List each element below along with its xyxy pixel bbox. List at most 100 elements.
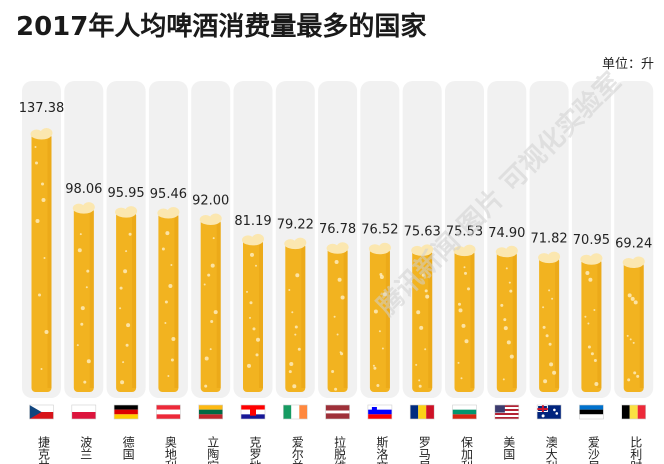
bar-bubble	[587, 322, 590, 325]
flag-part	[555, 412, 559, 415]
category-label: 立陶宛	[206, 435, 220, 464]
bar-bubble	[334, 387, 338, 391]
flag-part	[71, 405, 96, 412]
bar-bubble	[77, 248, 82, 253]
flag-border	[240, 404, 266, 420]
flag-border	[156, 404, 181, 420]
flag-part	[367, 405, 392, 410]
bar-bubble	[122, 361, 125, 364]
bar-bubble	[425, 294, 430, 299]
bar-bubble	[249, 301, 253, 305]
flag-slovenia-icon	[367, 404, 393, 420]
bar-bubble	[170, 264, 173, 267]
bar-bubble	[255, 353, 259, 357]
bar-bubble	[128, 232, 132, 236]
value-label: 79.22	[277, 218, 314, 233]
bar-bubble	[164, 300, 168, 304]
flag-border	[71, 404, 97, 420]
bar-bubble	[210, 320, 214, 324]
bar-bubble	[331, 369, 335, 373]
flag-estonia-icon	[579, 404, 604, 420]
flag-border	[579, 404, 604, 420]
bar-foam	[540, 256, 559, 264]
bar-bubble	[509, 354, 514, 359]
bar-bubble	[333, 315, 336, 318]
bar-bubble	[85, 286, 88, 289]
bar-bubble	[38, 293, 41, 297]
bar	[538, 251, 561, 392]
bar	[622, 256, 645, 392]
bar-bubble	[170, 358, 174, 362]
bar-bubble	[291, 311, 294, 314]
bar-bubble	[168, 284, 173, 289]
bar-bubble	[633, 371, 637, 375]
flag-part	[325, 413, 350, 419]
value-label: 74.90	[488, 226, 525, 241]
category-label: 爱尔兰	[290, 436, 304, 464]
value-label: 75.53	[446, 225, 483, 240]
bar-bubble	[542, 325, 546, 329]
bar-bubble	[126, 323, 131, 328]
bar-bubble	[379, 274, 384, 279]
bar-bubble	[83, 380, 87, 384]
category-label: 美国	[502, 436, 516, 460]
bar-bubble	[373, 366, 377, 370]
flag-austria-icon	[156, 404, 181, 420]
bar-foam	[159, 211, 178, 219]
bar-body	[243, 238, 263, 392]
bar-bubble	[340, 295, 345, 300]
bar-bubble	[590, 352, 594, 356]
bar-bubble	[376, 383, 380, 387]
flag-part	[156, 414, 181, 419]
flag-part	[114, 414, 139, 419]
bar-bubble	[336, 333, 339, 336]
flag-border	[621, 404, 647, 420]
flag-part	[367, 414, 392, 419]
bar-bubble	[382, 292, 387, 297]
bar-bubble	[86, 359, 91, 364]
bar-bubble	[256, 337, 260, 342]
bar-bubble	[381, 347, 384, 350]
flag-part	[71, 412, 96, 419]
bar-bubble	[373, 309, 378, 314]
bar	[580, 253, 603, 392]
bar	[115, 206, 138, 392]
flag-border	[409, 404, 435, 420]
flag-part	[156, 405, 181, 410]
bar-bubble	[337, 277, 342, 282]
flag-border	[282, 404, 308, 420]
bar-bubble	[502, 378, 505, 381]
bar-bubble	[249, 316, 251, 319]
flag-latvia-icon	[325, 404, 350, 420]
bar-bubble	[165, 231, 170, 236]
category-label: 保加利	[460, 436, 474, 464]
flag-australia-icon	[536, 404, 562, 420]
category-label: 拉脱维	[333, 435, 347, 464]
bar-foam	[74, 206, 93, 214]
bar-foam	[413, 248, 432, 256]
category-label: 爱沙尼	[586, 436, 600, 464]
category-labels: 捷克共 波兰 德国 奥地利 立陶宛 克罗地 爱尔兰 拉脱维 斯洛文 罗马尼 保加利 美国 澳大利 爱沙尼 比…	[37, 435, 643, 464]
flag-part	[418, 405, 427, 419]
bar-bubble	[125, 343, 129, 347]
flag-border	[198, 404, 223, 420]
bar-bubble	[548, 342, 552, 346]
bar-bubble	[588, 277, 593, 282]
bar-bubble	[167, 375, 170, 378]
bar-bubble	[34, 146, 37, 148]
bar-bubble	[125, 250, 128, 253]
bar-bubble	[76, 344, 79, 347]
flag-part	[494, 411, 519, 413]
bar-bubble	[119, 307, 122, 310]
bar-bubble	[378, 330, 381, 333]
bar-bubble	[246, 290, 248, 293]
flag-part	[283, 405, 292, 419]
category-label: 澳大利	[544, 436, 558, 464]
bar-body	[31, 133, 52, 392]
bar-shade	[428, 253, 433, 388]
flag-part	[250, 408, 256, 416]
flag-part	[494, 405, 519, 407]
flag-part	[198, 414, 223, 419]
bar-shade	[89, 211, 94, 388]
bar-bubble	[40, 368, 43, 370]
